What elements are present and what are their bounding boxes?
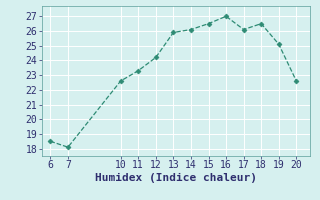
X-axis label: Humidex (Indice chaleur): Humidex (Indice chaleur): [95, 173, 257, 183]
